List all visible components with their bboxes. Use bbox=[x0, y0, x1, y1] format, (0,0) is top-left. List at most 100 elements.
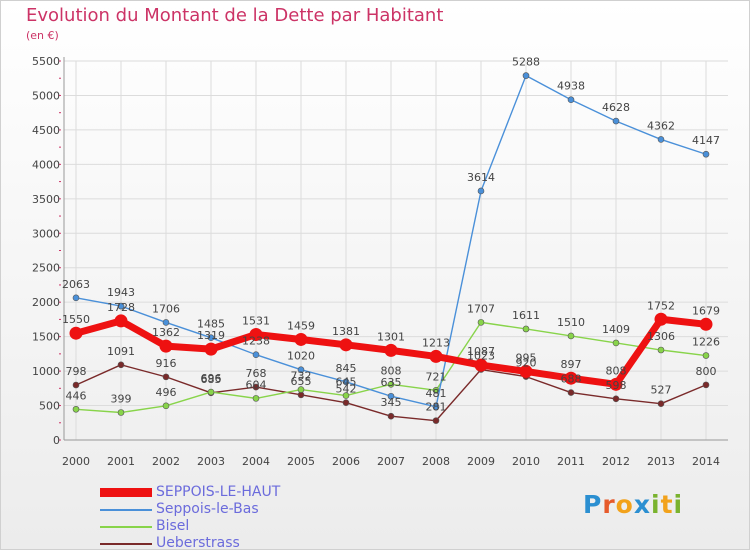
data-label: 446 bbox=[66, 389, 87, 402]
data-point bbox=[564, 371, 578, 385]
data-point bbox=[432, 403, 440, 411]
data-label: 598 bbox=[606, 379, 627, 392]
data-label: 808 bbox=[606, 364, 627, 377]
data-label: 655 bbox=[291, 375, 312, 388]
data-label: 808 bbox=[381, 364, 402, 377]
x-tick-label: 2008 bbox=[422, 455, 450, 468]
data-point bbox=[477, 187, 485, 195]
data-label: 1611 bbox=[512, 309, 540, 322]
data-point bbox=[294, 332, 308, 346]
data-label: 1728 bbox=[107, 301, 135, 314]
data-label: 1706 bbox=[152, 302, 180, 315]
data-point bbox=[522, 325, 530, 333]
data-label: 1020 bbox=[287, 350, 315, 363]
data-point bbox=[69, 326, 83, 340]
x-tick-label: 2001 bbox=[107, 455, 135, 468]
x-tick-label: 2005 bbox=[287, 455, 315, 468]
x-tick-label: 2004 bbox=[242, 455, 270, 468]
data-label: 688 bbox=[561, 373, 582, 386]
data-label: 3614 bbox=[467, 171, 495, 184]
data-label: 1409 bbox=[602, 323, 630, 336]
data-point bbox=[657, 346, 665, 354]
data-label: 1707 bbox=[467, 302, 495, 315]
x-tick-label: 2006 bbox=[332, 455, 360, 468]
data-label: 920 bbox=[516, 357, 537, 370]
data-label: 800 bbox=[696, 365, 717, 378]
data-label: 897 bbox=[561, 358, 582, 371]
data-point bbox=[474, 358, 488, 372]
data-point bbox=[297, 366, 305, 374]
x-tick-label: 2002 bbox=[152, 455, 180, 468]
data-label: 542 bbox=[336, 383, 357, 396]
data-label: 1485 bbox=[197, 318, 225, 331]
legend-swatch bbox=[100, 488, 152, 497]
data-point bbox=[387, 412, 395, 420]
data-label: 1306 bbox=[647, 330, 675, 343]
data-point bbox=[522, 72, 530, 79]
legend-swatch bbox=[100, 509, 152, 511]
legend-label: Seppois-le-Bas bbox=[156, 501, 259, 517]
legend-swatch bbox=[100, 543, 152, 545]
data-label: 399 bbox=[111, 393, 132, 406]
data-point bbox=[342, 399, 350, 406]
data-point bbox=[252, 395, 260, 402]
x-tick-label: 2014 bbox=[692, 455, 720, 468]
legend-label: Ueberstrass bbox=[156, 535, 240, 551]
data-label: 916 bbox=[156, 357, 177, 370]
data-point bbox=[342, 392, 350, 399]
data-point bbox=[252, 383, 260, 391]
data-point bbox=[117, 361, 125, 369]
x-tick-label: 2007 bbox=[377, 455, 405, 468]
legend-item: Bisel bbox=[100, 518, 400, 535]
data-point bbox=[567, 389, 575, 396]
y-tick-label: 1500 bbox=[32, 331, 60, 344]
data-label: 481 bbox=[426, 387, 447, 400]
data-point bbox=[612, 117, 620, 125]
data-label: 345 bbox=[381, 396, 402, 409]
data-label: 995 bbox=[516, 351, 537, 364]
data-label: 4362 bbox=[647, 119, 675, 132]
data-point bbox=[567, 96, 575, 104]
data-point bbox=[207, 334, 215, 341]
data-point bbox=[162, 373, 170, 381]
data-point bbox=[162, 402, 170, 410]
data-label: 845 bbox=[336, 362, 357, 375]
data-label: 721 bbox=[426, 370, 447, 383]
data-point bbox=[699, 317, 713, 331]
data-point bbox=[159, 339, 173, 353]
data-point bbox=[252, 351, 260, 358]
data-point bbox=[567, 332, 575, 340]
chart-subtitle: (en €) bbox=[26, 29, 59, 42]
data-label: 685 bbox=[201, 373, 222, 386]
data-label: 798 bbox=[66, 365, 87, 378]
y-tick-label: 4000 bbox=[32, 158, 60, 171]
x-tick-label: 2000 bbox=[62, 455, 90, 468]
y-tick-label: 2500 bbox=[32, 262, 60, 275]
data-label: 4147 bbox=[692, 134, 720, 147]
data-label: 1213 bbox=[422, 336, 450, 349]
data-label: 635 bbox=[381, 376, 402, 389]
y-tick-label: 3000 bbox=[32, 227, 60, 240]
data-label: 1301 bbox=[377, 330, 405, 343]
data-point bbox=[72, 405, 80, 413]
data-point bbox=[657, 136, 665, 143]
data-point bbox=[519, 364, 533, 378]
data-label: 4938 bbox=[557, 80, 585, 93]
data-label: 1752 bbox=[647, 299, 675, 312]
data-label: 1381 bbox=[332, 325, 360, 338]
data-label: 1531 bbox=[242, 315, 270, 328]
y-tick-label: 5000 bbox=[32, 89, 60, 102]
data-point bbox=[702, 352, 710, 359]
data-label: 496 bbox=[156, 386, 177, 399]
data-point bbox=[387, 392, 395, 400]
data-point bbox=[657, 400, 665, 407]
legend-label: SEPPOIS-LE-HAUT bbox=[156, 484, 281, 500]
data-label: 527 bbox=[651, 384, 672, 397]
data-point bbox=[204, 342, 218, 356]
data-point bbox=[117, 302, 125, 310]
legend-item: SEPPOIS-LE-HAUT bbox=[100, 484, 400, 501]
data-label: 1943 bbox=[107, 286, 135, 299]
data-label: 1226 bbox=[692, 336, 720, 349]
